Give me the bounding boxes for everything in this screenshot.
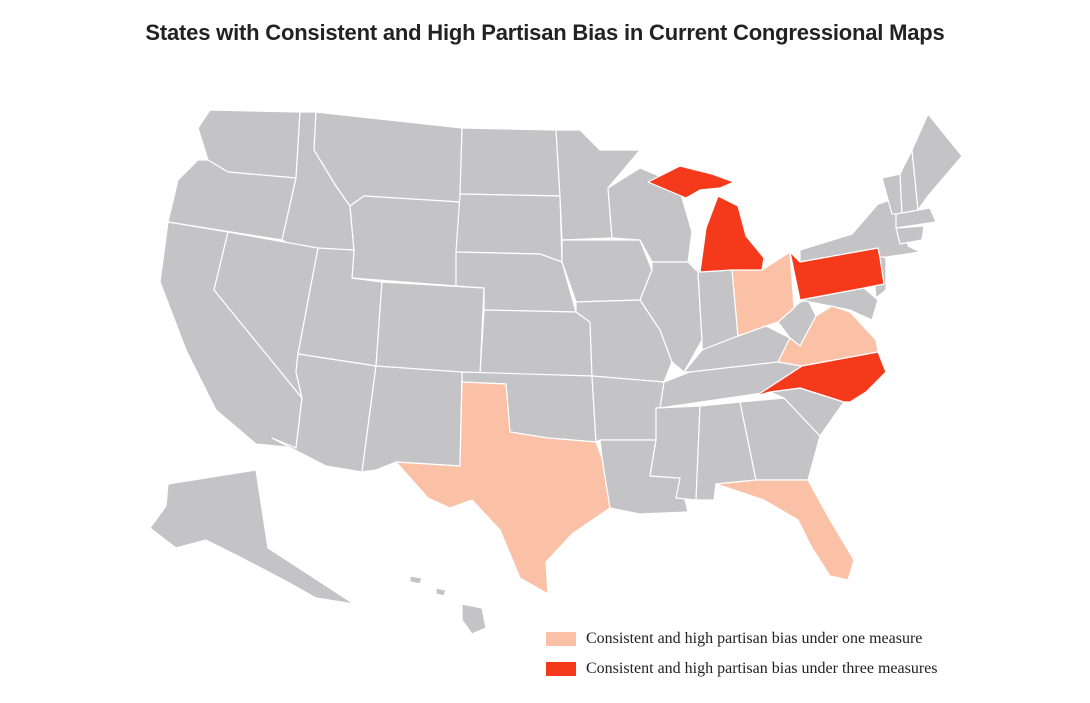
state-massachusetts [895, 207, 937, 229]
legend-swatch-three-measures [546, 662, 576, 676]
legend-label-one-measure: Consistent and high partisan bias under … [586, 630, 923, 647]
map-legend: Consistent and high partisan bias under … [546, 624, 937, 684]
state-illinois [639, 261, 703, 373]
state-connecticut-ri [895, 225, 925, 245]
state-pennsylvania [789, 247, 885, 301]
chart-title: States with Consistent and High Partisan… [145, 20, 945, 45]
state-arkansas [591, 375, 665, 443]
state-new-mexico [361, 365, 463, 473]
state-colorado [375, 281, 485, 375]
state-hawaii [409, 575, 487, 635]
legend-item-three-measures: Consistent and high partisan bias under … [546, 654, 937, 684]
state-texas [395, 381, 611, 595]
legend-item-one-measure: Consistent and high partisan bias under … [546, 624, 937, 654]
state-north-dakota [459, 127, 561, 197]
legend-swatch-one-measure [546, 632, 576, 646]
state-florida [715, 479, 855, 581]
state-georgia [739, 397, 821, 481]
state-michigan [647, 165, 765, 273]
state-maine [911, 113, 963, 211]
state-ohio [731, 251, 795, 337]
legend-label-three-measures: Consistent and high partisan bias under … [586, 660, 938, 677]
state-kansas [479, 309, 593, 377]
state-wyoming [349, 195, 461, 287]
state-alaska [149, 469, 355, 605]
state-iowa [561, 239, 653, 303]
state-north-carolina [755, 351, 887, 403]
